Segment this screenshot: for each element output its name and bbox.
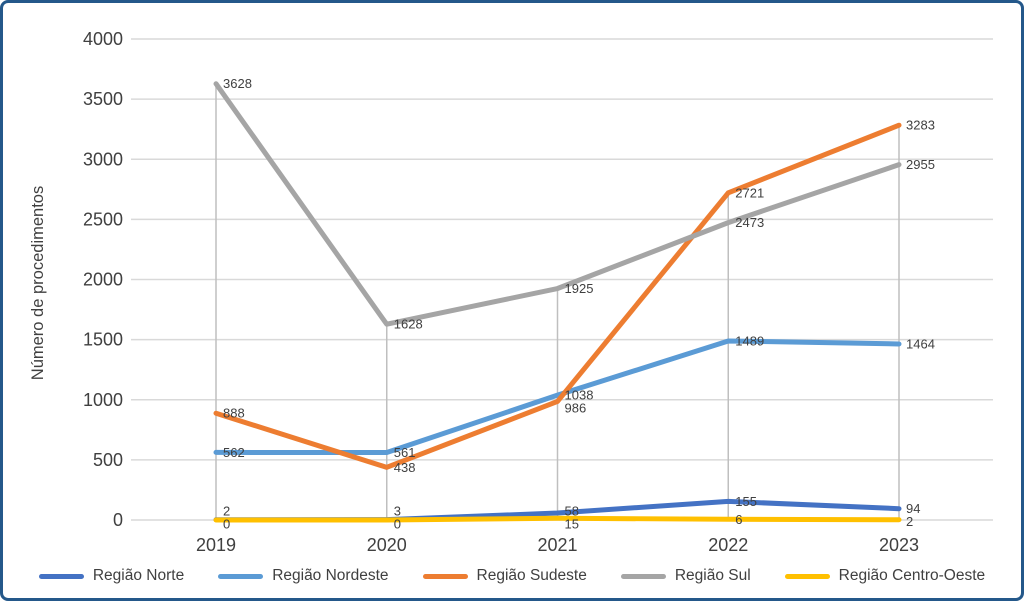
data-label-região-sudeste-2019: 888 <box>223 406 245 421</box>
data-label-região-sul-2023: 2955 <box>906 157 935 172</box>
legend-label-região-centro-oeste: Região Centro-Oeste <box>838 567 986 584</box>
legend-label-região-nordeste: Região Nordeste <box>272 567 389 584</box>
legend-swatch-região-sudeste <box>422 573 468 579</box>
data-label-região-norte-2023: 94 <box>906 501 920 516</box>
data-label-região-sul-2020: 1628 <box>394 317 423 332</box>
y-tick-label-0: 0 <box>113 510 123 530</box>
series-layer <box>213 81 902 523</box>
y-tick-label-500: 500 <box>93 450 123 470</box>
data-label-região-sul-2022: 2473 <box>735 215 764 230</box>
x-tick-label-2022: 2022 <box>708 535 748 555</box>
droplines-layer <box>215 83 900 520</box>
data-label-região-norte-2020: 3 <box>394 504 401 519</box>
legend-label-região-norte: Região Norte <box>92 567 185 584</box>
y-tick-label-4000: 4000 <box>83 29 123 49</box>
legend-label-região-sul: Região Sul <box>674 567 751 584</box>
legend-item-região-centro-oeste: Região Centro-Oeste <box>784 567 986 585</box>
series-line-região-centro-oeste <box>213 515 902 523</box>
y-tick-label-3500: 3500 <box>83 89 123 109</box>
data-label-região-sudeste-2020: 438 <box>394 460 416 475</box>
data-label-região-sul-2021: 1925 <box>565 281 594 296</box>
legend-label-região-sudeste: Região Sudeste <box>476 567 587 584</box>
x-tick-label-2019: 2019 <box>196 535 236 555</box>
data-label-região-centro-oeste-2023: 2 <box>906 514 913 529</box>
y-tick-label-2500: 2500 <box>83 209 123 229</box>
gridlines-layer <box>131 38 993 521</box>
x-tick-label-2021: 2021 <box>537 535 577 555</box>
legend-item-região-norte: Região Norte <box>38 567 185 585</box>
legend-swatch-região-sul <box>620 573 666 579</box>
data-label-região-sudeste-2021: 986 <box>565 401 587 416</box>
y-tick-label-1000: 1000 <box>83 390 123 410</box>
data-label-região-centro-oeste-2020: 0 <box>394 517 401 532</box>
data-label-região-sudeste-2023: 3283 <box>906 118 935 133</box>
data-label-região-nordeste-2021: 1038 <box>565 388 594 403</box>
legend-swatch-região-nordeste <box>218 573 264 579</box>
series-line-região-sudeste <box>213 122 902 470</box>
legend-swatch-região-centro-oeste <box>784 573 830 579</box>
y-tick-label-3000: 3000 <box>83 149 123 169</box>
chart-legend: Região Norte Região Nordeste Região Sudest… <box>3 567 1021 585</box>
data-label-região-nordeste-2023: 1464 <box>906 336 935 351</box>
legend-item-região-sul: Região Sul <box>620 567 751 585</box>
data-label-região-centro-oeste-2019: 0 <box>223 517 230 532</box>
line-chart: Número de procedimentos 0500100015002000… <box>29 29 993 555</box>
data-label-região-sul-2019: 3628 <box>223 76 252 91</box>
data-label-região-nordeste-2022: 1489 <box>735 333 764 348</box>
data-label-região-centro-oeste-2022: 6 <box>735 512 742 527</box>
x-tick-label-2023: 2023 <box>879 535 919 555</box>
data-label-região-sudeste-2022: 2721 <box>735 185 764 200</box>
data-label-região-norte-2022: 155 <box>735 494 757 509</box>
y-axis-title: Número de procedimentos <box>29 186 47 380</box>
data-label-região-nordeste-2020: 561 <box>394 445 416 460</box>
legend-swatch-região-norte <box>38 573 84 579</box>
legend-item-região-sudeste: Região Sudeste <box>422 567 587 585</box>
y-tick-label-2000: 2000 <box>83 270 123 290</box>
data-label-região-norte-2019: 2 <box>223 504 230 519</box>
x-tick-label-2020: 2020 <box>367 535 407 555</box>
data-label-região-centro-oeste-2021: 15 <box>565 517 579 532</box>
y-tick-label-1500: 1500 <box>83 330 123 350</box>
data-label-região-nordeste-2019: 562 <box>223 445 245 460</box>
data-label-região-norte-2021: 58 <box>565 504 579 519</box>
data-labels-layer: 3628888562201628561438301925103898658152… <box>223 76 935 531</box>
series-line-região-sul <box>213 81 902 327</box>
series-line-região-nordeste <box>213 338 902 456</box>
legend-item-região-nordeste: Região Nordeste <box>218 567 389 585</box>
